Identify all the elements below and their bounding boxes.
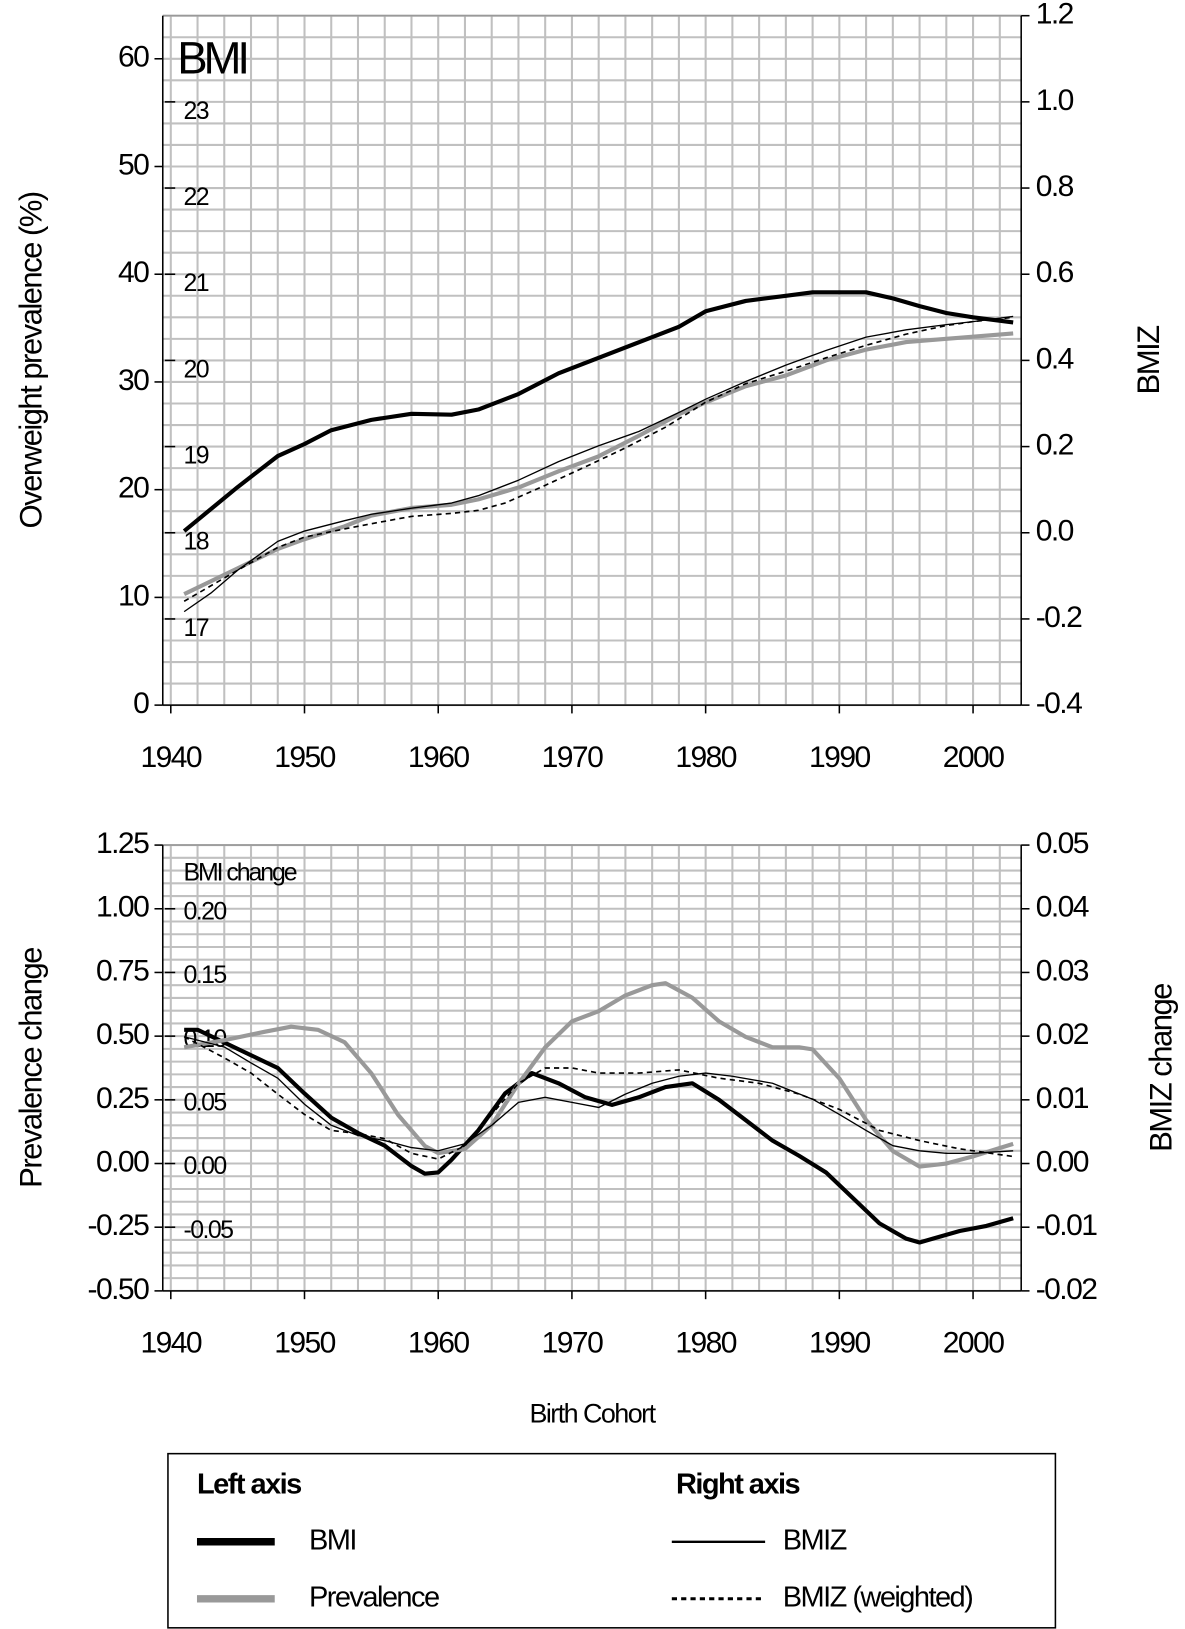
legend-label: BMI <box>309 1524 356 1556</box>
y3-tick-label: 18 <box>184 528 209 556</box>
y3-tick-label: 21 <box>184 269 209 297</box>
y3-axis-title: BMI change <box>184 859 297 887</box>
x-tick-label: 2000 <box>943 1327 1004 1360</box>
y-tick-label: 0.25 <box>96 1082 149 1115</box>
legend-title: Right axis <box>676 1468 800 1500</box>
legend-box <box>167 1452 1057 1629</box>
series-line <box>183 316 1014 602</box>
x-tick-label: 2000 <box>943 741 1004 774</box>
series-line <box>182 290 1014 533</box>
x-tick-label: 1950 <box>274 1327 335 1360</box>
y2-tick-label: -0.2 <box>1036 601 1082 634</box>
legend-label: BMIZ <box>783 1524 847 1556</box>
y2-tick-label: 0.02 <box>1036 1018 1089 1051</box>
y-tick-label: 50 <box>118 148 149 181</box>
y-tick-label: 1.25 <box>96 827 149 860</box>
y3-tick-label: 0.00 <box>184 1152 227 1180</box>
y2-tick-label: -0.02 <box>1036 1273 1098 1306</box>
x-tick-label: 1960 <box>408 741 469 774</box>
y2-axis-title: BMIZ change <box>1143 984 1178 1152</box>
x-tick-label: 1980 <box>675 741 736 774</box>
y2-tick-label: 0.8 <box>1036 170 1074 203</box>
y3-tick-label: 22 <box>184 183 209 211</box>
y-tick-label: 0.50 <box>96 1018 149 1051</box>
y3-tick-label: 17 <box>184 614 209 642</box>
x-tick-label: 1950 <box>274 741 335 774</box>
series-line <box>183 331 1014 597</box>
y3-tick-label: 20 <box>184 355 209 383</box>
y-axis-title: Prevalence change <box>13 948 48 1188</box>
y2-tick-label: 0.6 <box>1036 256 1074 289</box>
y-tick-label: 60 <box>118 41 149 74</box>
y2-tick-label: 0.00 <box>1036 1145 1089 1178</box>
y2-tick-label: 0.05 <box>1036 827 1089 860</box>
x-tick-label: 1970 <box>542 741 603 774</box>
y2-tick-label: 0.04 <box>1036 891 1089 924</box>
y-axis-title: Overweight prevalence (%) <box>13 192 48 528</box>
legend-label: Prevalence <box>309 1581 439 1613</box>
y2-tick-label: 0.2 <box>1036 429 1074 462</box>
y3-tick-label: 0.05 <box>184 1089 227 1117</box>
y2-tick-label: 0.03 <box>1036 954 1089 987</box>
legend-label: BMIZ (weighted) <box>783 1581 973 1613</box>
y-tick-label: 40 <box>118 256 149 289</box>
y-tick-label: -0.50 <box>88 1273 150 1306</box>
y2-tick-label: -0.4 <box>1036 687 1082 720</box>
y3-tick-label: 0.20 <box>184 897 227 925</box>
series-line <box>183 315 1014 613</box>
y2-tick-label: 0.0 <box>1036 515 1074 548</box>
x-tick-label: 1980 <box>675 1327 736 1360</box>
y2-tick-label: 0.4 <box>1036 342 1074 375</box>
y-tick-label: 1.00 <box>96 891 149 924</box>
x-tick-label: 1940 <box>140 1327 201 1360</box>
x-tick-label: 1970 <box>542 1327 603 1360</box>
y2-tick-label: 0.01 <box>1036 1082 1089 1115</box>
series-line <box>183 1036 1014 1160</box>
y3-tick-label: 19 <box>184 442 209 470</box>
y3-tick-label: 0.15 <box>184 961 227 989</box>
y3-axis-title: BMI <box>177 32 246 83</box>
y-tick-label: 10 <box>118 579 149 612</box>
series-line <box>184 1036 1014 1154</box>
y-tick-label: 0.75 <box>96 954 149 987</box>
y2-tick-label: 1.2 <box>1036 0 1074 31</box>
y-tick-label: 0 <box>133 687 149 720</box>
series-line <box>184 1027 1014 1245</box>
y-tick-label: -0.25 <box>88 1209 150 1242</box>
x-tick-label: 1940 <box>140 741 201 774</box>
x-tick-label: 1990 <box>809 741 870 774</box>
y2-tick-label: -0.01 <box>1036 1209 1098 1242</box>
y3-tick-label: -0.05 <box>184 1216 234 1244</box>
x-tick-label: 1990 <box>809 1327 870 1360</box>
y-tick-label: 20 <box>118 472 149 505</box>
y2-tick-label: 1.0 <box>1036 84 1074 117</box>
x-axis-title: Birth Cohort <box>529 1398 656 1428</box>
legend-title: Left axis <box>197 1468 301 1500</box>
y-tick-label: 30 <box>118 364 149 397</box>
y2-axis-title: BMIZ <box>1131 325 1166 395</box>
x-tick-label: 1960 <box>408 1327 469 1360</box>
y3-tick-label: 23 <box>184 97 209 125</box>
y-tick-label: 0.00 <box>96 1145 149 1178</box>
